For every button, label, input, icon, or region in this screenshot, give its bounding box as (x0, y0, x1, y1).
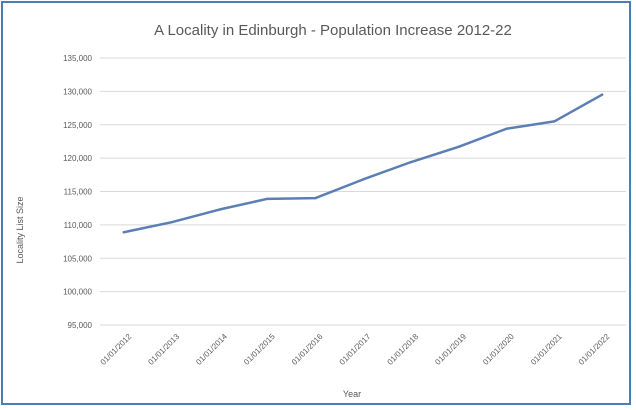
x-tick-label: 01/01/2013 (146, 332, 181, 367)
y-tick-label: 110,000 (64, 221, 93, 230)
data-point (600, 93, 604, 96)
y-tick-label: 115,000 (64, 188, 93, 197)
data-point (409, 160, 413, 164)
y-tick-label: 135,000 (63, 54, 92, 63)
y-tick-label: 120,000 (63, 154, 92, 163)
x-tick-label: 01/01/2022 (577, 332, 612, 367)
x-tick-label: 01/01/2015 (242, 332, 277, 367)
data-point (457, 145, 460, 148)
data-point (313, 196, 317, 200)
y-tick-label: 125,000 (63, 121, 92, 130)
y-tick-label: 95,000 (68, 321, 93, 330)
series-line (122, 93, 604, 234)
chart-title: A Locality in Edinburgh - Population Inc… (154, 22, 512, 39)
x-tick-label: 01/01/2012 (99, 332, 134, 367)
x-tick-label: 01/01/2014 (194, 332, 229, 367)
y-tick-label: 100,000 (63, 288, 92, 297)
data-point (218, 208, 221, 211)
x-axis-label: Year (342, 389, 362, 399)
x-tick-label: 01/01/2017 (338, 332, 373, 367)
chart-frame (1, 1, 631, 405)
x-tick-label: 01/01/2021 (529, 332, 564, 367)
y-tick-label: 130,000 (63, 87, 92, 96)
x-tick-label: 01/01/2016 (290, 332, 325, 367)
data-point (553, 120, 556, 123)
data-point (361, 178, 365, 181)
x-tick-label: 01/01/2020 (481, 332, 516, 367)
data-point (266, 197, 269, 201)
x-tick-label: 01/01/2018 (386, 332, 421, 367)
x-tick-label: 01/01/2019 (433, 332, 468, 367)
data-point (122, 231, 126, 234)
y-tick-label: 105,000 (63, 254, 92, 263)
data-point (505, 127, 508, 130)
data-point (170, 221, 173, 224)
